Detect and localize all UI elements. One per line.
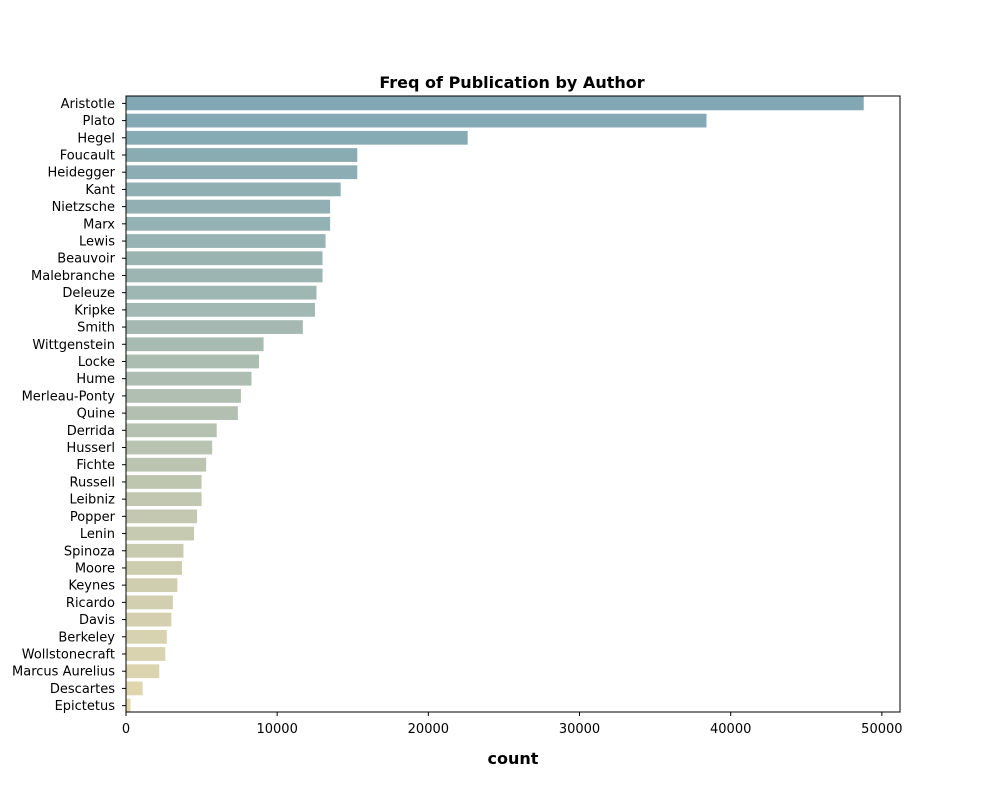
bar-russell [126,475,202,489]
bar-lenin [126,526,195,541]
bar-plato [126,113,707,128]
y-tick-label-russell: Russell [70,475,115,490]
y-tick-label-marcus-aurelius: Marcus Aurelius [12,665,115,680]
plot-frame [125,95,901,713]
bar-epictetus [126,698,131,713]
y-tick-label-plato: Plato [83,114,116,129]
bar-descartes [126,681,143,696]
y-tick-label-marx: Marx [83,217,115,232]
bar-hegel [126,130,468,145]
y-tick-label-fichte: Fichte [76,458,115,473]
bar-marcus-aurelius [126,664,160,679]
y-tick-label-lewis: Lewis [79,235,115,250]
x-axis-ticks: 0 10000 20000 30000 40000 50000 [122,712,903,737]
y-tick-label-wittgenstein: Wittgenstein [32,338,115,353]
y-tick-label-wollstonecraft: Wollstonecraft [22,648,115,663]
bar-husserl [126,440,213,455]
y-tick-label-locke: Locke [78,355,115,370]
bar-deleuze [126,285,317,300]
y-tick-label-quine: Quine [77,407,115,422]
bar-hume [126,371,252,386]
y-tick-label-popper: Popper [70,510,116,525]
y-tick-label-aristotle: Aristotle [61,97,115,112]
bar-foucault [126,148,358,162]
chart-title: Freq of Publication by Author [379,73,644,92]
y-tick-label-husserl: Husserl [66,441,115,456]
x-tick-label: 20000 [408,722,449,737]
bar-beauvoir [126,251,323,266]
bar-wollstonecraft [126,647,166,661]
y-tick-label-kripke: Kripke [74,303,115,318]
bar-quine [126,406,238,420]
bar-keynes [126,578,178,593]
y-tick-label-derrida: Derrida [67,424,115,439]
y-tick-label-ricardo: Ricardo [66,596,115,611]
bar-malebranche [126,268,323,283]
x-tick-label: 30000 [559,722,600,737]
bar-kant [126,182,341,197]
bar-kripke [126,302,315,317]
y-tick-label-descartes: Descartes [50,682,115,697]
bar-wittgenstein [126,337,264,352]
bar-popper [126,509,198,524]
y-tick-label-leibniz: Leibniz [69,493,115,508]
bar-derrida [126,423,217,438]
y-tick-label-davis: Davis [79,613,115,628]
bar-smith [126,320,303,334]
y-tick-label-berkeley: Berkeley [58,630,115,645]
y-tick-label-heidegger: Heidegger [48,166,116,181]
y-tick-label-hume: Hume [76,372,115,387]
bar-heidegger [126,165,358,180]
x-tick-label: 0 [122,722,130,737]
y-tick-label-lenin: Lenin [80,527,115,542]
x-tick-label: 40000 [710,722,751,737]
x-axis-title: count [488,749,539,768]
y-tick-label-malebranche: Malebranche [31,269,115,284]
y-tick-label-nietzsche: Nietzsche [52,200,115,215]
y-tick-label-deleuze: Deleuze [62,286,115,301]
y-tick-label-smith: Smith [77,321,115,336]
y-tick-label-hegel: Hegel [77,131,115,146]
bar-lewis [126,234,326,248]
y-tick-label-epictetus: Epictetus [55,699,116,714]
bars-group [126,96,864,713]
y-tick-label-kant: Kant [85,183,115,198]
x-tick-label: 50000 [861,722,902,737]
y-tick-label-foucault: Foucault [60,149,115,164]
bar-davis [126,612,172,627]
bar-marx [126,216,331,231]
bar-fichte [126,457,207,472]
x-tick-label: 10000 [256,722,297,737]
bar-nietzsche [126,199,331,214]
bar-leibniz [126,492,202,507]
bar-merleau-ponty [126,389,241,403]
bar-moore [126,561,182,575]
y-tick-label-beauvoir: Beauvoir [57,252,115,267]
y-tick-label-keynes: Keynes [68,579,115,594]
bar-spinoza [126,543,184,558]
y-tick-label-spinoza: Spinoza [64,544,115,559]
bar-berkeley [126,629,167,644]
bar-aristotle [126,96,864,111]
bar-locke [126,354,260,369]
y-tick-label-merleau-ponty: Merleau-Ponty [22,389,116,404]
y-axis-labels: Aristotle Plato Hegel Foucault Heidegger Kant… [12,97,126,714]
bar-ricardo [126,595,173,610]
y-tick-label-moore: Moore [75,561,115,576]
